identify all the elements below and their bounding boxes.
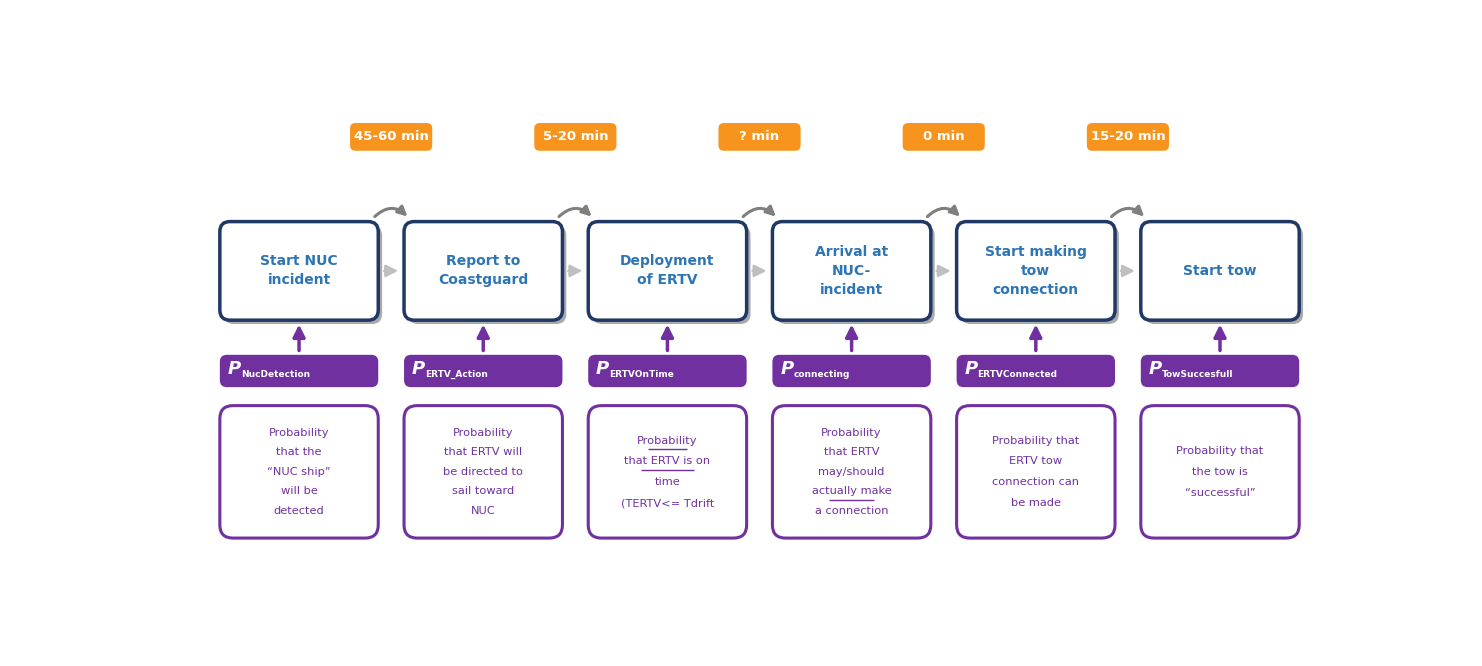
- Text: ERTV tow: ERTV tow: [1009, 456, 1063, 466]
- Text: NucDetection: NucDetection: [240, 370, 310, 378]
- Text: ERTVConnected: ERTVConnected: [978, 370, 1058, 378]
- FancyBboxPatch shape: [405, 355, 563, 387]
- Text: “successful”: “successful”: [1184, 488, 1255, 498]
- Text: may/should: may/should: [818, 467, 885, 477]
- FancyBboxPatch shape: [350, 123, 433, 151]
- Text: Start NUC
incident: Start NUC incident: [261, 254, 338, 287]
- FancyBboxPatch shape: [772, 222, 931, 320]
- FancyBboxPatch shape: [777, 226, 935, 324]
- Text: Arrival at
NUC-
incident: Arrival at NUC- incident: [815, 245, 888, 297]
- FancyBboxPatch shape: [588, 355, 747, 387]
- Text: ERTV_Action: ERTV_Action: [425, 370, 488, 379]
- FancyBboxPatch shape: [219, 222, 378, 320]
- Text: 0 min: 0 min: [923, 131, 965, 143]
- Text: 15-20 min: 15-20 min: [1091, 131, 1165, 143]
- FancyBboxPatch shape: [903, 123, 986, 151]
- Text: (TERTV<= Tdrift: (TERTV<= Tdrift: [621, 498, 714, 508]
- Text: connecting: connecting: [793, 370, 849, 378]
- FancyBboxPatch shape: [772, 406, 931, 538]
- Text: P: P: [1149, 360, 1162, 378]
- Text: Probability that: Probability that: [991, 436, 1079, 446]
- Text: ERTVOnTime: ERTVOnTime: [609, 370, 674, 378]
- Text: Start tow: Start tow: [1183, 264, 1257, 278]
- Text: that ERTV: that ERTV: [824, 447, 879, 458]
- Text: TowSuccesfull: TowSuccesfull: [1162, 370, 1233, 378]
- FancyBboxPatch shape: [719, 123, 800, 151]
- FancyBboxPatch shape: [1141, 406, 1300, 538]
- Text: connection can: connection can: [993, 478, 1079, 488]
- Text: NUC: NUC: [471, 506, 495, 516]
- Text: 45-60 min: 45-60 min: [354, 131, 428, 143]
- Text: time: time: [655, 478, 680, 488]
- Text: that the: that the: [276, 447, 322, 458]
- FancyBboxPatch shape: [224, 226, 382, 324]
- Text: Probability: Probability: [637, 436, 698, 446]
- Text: Probability: Probability: [268, 428, 329, 438]
- Text: P: P: [596, 360, 609, 378]
- Text: a connection: a connection: [815, 506, 888, 516]
- FancyBboxPatch shape: [405, 222, 563, 320]
- Text: actually make: actually make: [812, 486, 892, 496]
- FancyBboxPatch shape: [534, 123, 617, 151]
- FancyBboxPatch shape: [593, 226, 750, 324]
- Text: be directed to: be directed to: [443, 467, 523, 477]
- Text: P: P: [965, 360, 978, 378]
- FancyBboxPatch shape: [219, 355, 378, 387]
- Text: be made: be made: [1011, 498, 1061, 508]
- Text: ? min: ? min: [740, 131, 780, 143]
- Text: that ERTV is on: that ERTV is on: [624, 456, 710, 466]
- Text: Deployment
of ERTV: Deployment of ERTV: [619, 254, 714, 287]
- FancyBboxPatch shape: [1086, 123, 1169, 151]
- Text: the tow is: the tow is: [1192, 467, 1248, 477]
- FancyBboxPatch shape: [588, 406, 747, 538]
- FancyBboxPatch shape: [1141, 355, 1300, 387]
- FancyBboxPatch shape: [956, 406, 1114, 538]
- Text: Probability that: Probability that: [1177, 446, 1264, 456]
- Text: Start making
tow
connection: Start making tow connection: [986, 245, 1086, 297]
- FancyBboxPatch shape: [219, 406, 378, 538]
- Text: Probability: Probability: [453, 428, 513, 438]
- Text: “NUC ship”: “NUC ship”: [267, 467, 330, 477]
- Text: Report to
Coastguard: Report to Coastguard: [439, 254, 529, 287]
- FancyBboxPatch shape: [772, 355, 931, 387]
- FancyBboxPatch shape: [956, 222, 1114, 320]
- FancyBboxPatch shape: [588, 222, 747, 320]
- FancyBboxPatch shape: [408, 226, 566, 324]
- FancyBboxPatch shape: [405, 406, 563, 538]
- Text: sail toward: sail toward: [452, 486, 514, 496]
- Text: P: P: [780, 360, 793, 378]
- Text: Probability: Probability: [821, 428, 882, 438]
- Text: detected: detected: [274, 506, 325, 516]
- FancyBboxPatch shape: [960, 226, 1119, 324]
- Text: P: P: [412, 360, 425, 378]
- Text: 5-20 min: 5-20 min: [542, 131, 608, 143]
- FancyBboxPatch shape: [1141, 222, 1300, 320]
- Text: P: P: [228, 360, 242, 378]
- FancyBboxPatch shape: [956, 355, 1114, 387]
- Text: will be: will be: [280, 486, 317, 496]
- Text: that ERTV will: that ERTV will: [445, 447, 522, 458]
- FancyBboxPatch shape: [1144, 226, 1303, 324]
